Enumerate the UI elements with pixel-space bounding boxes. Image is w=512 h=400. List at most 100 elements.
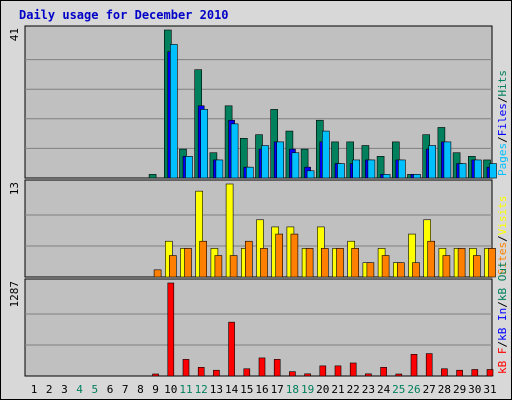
bar-kb-f-day-15 [243, 368, 251, 377]
bar-hits-day-9 [148, 174, 157, 179]
bar-kb-f-day-17 [273, 359, 281, 377]
x-tick-label: 14 [225, 383, 239, 396]
bar-sites-day-22 [351, 248, 360, 278]
bar-kb-f-day-27 [425, 353, 433, 377]
x-tick-label: 6 [107, 383, 114, 396]
x-tick-label: 12 [195, 383, 208, 396]
x-tick-label: 31 [483, 383, 496, 396]
x-tick-label: 15 [240, 383, 253, 396]
bar-pages-day-12 [200, 109, 208, 179]
legend-entry: kB F [496, 348, 509, 375]
chart-panel-middle: 13 Sites/Visits [8, 179, 509, 278]
bar-pages-day-18 [291, 152, 300, 179]
y-axis-max-label: 13 [8, 182, 21, 195]
chart-title: Daily usage for December 2010 [19, 8, 229, 22]
x-tick-label: 29 [453, 383, 466, 396]
bar-kb-f-day-9 [152, 373, 159, 377]
legend-entry: Sites [496, 242, 509, 275]
bar-sites-day-9 [153, 269, 162, 278]
y-axis-max-label: 1287 [8, 281, 21, 308]
bar-pages-day-20 [321, 130, 330, 179]
x-tick-label: 10 [164, 383, 177, 396]
bar-sites-day-16 [260, 248, 268, 278]
bar-kb-f-day-24 [380, 367, 387, 377]
bar-sites-day-27 [427, 240, 436, 278]
x-tick-label: 19 [301, 383, 314, 396]
x-tick-label: 22 [347, 383, 360, 396]
bar-pages-day-30 [473, 159, 482, 179]
x-tick-label: 18 [286, 383, 299, 396]
bar-pages-day-19 [306, 170, 315, 179]
bar-sites-day-30 [472, 255, 481, 278]
legend-entry: Files [496, 103, 509, 136]
x-tick-label: 7 [122, 383, 129, 396]
bar-sites-day-20 [320, 248, 329, 278]
bar-sites-day-10 [169, 255, 177, 278]
bar-kb-f-day-12 [197, 367, 205, 377]
series-sites [153, 233, 496, 278]
x-tick-label: 23 [362, 383, 375, 396]
x-tick-label: 5 [91, 383, 98, 396]
legend-entry: / [496, 136, 509, 143]
bar-sites-day-28 [442, 255, 451, 278]
bar-sites-day-18 [290, 233, 299, 278]
bar-pages-day-22 [352, 159, 361, 179]
bar-pages-day-26 [413, 174, 421, 179]
bar-kb-f-day-21 [334, 365, 342, 377]
bar-sites-day-21 [336, 248, 344, 278]
x-tick-label: 21 [331, 383, 344, 396]
bar-sites-day-29 [457, 248, 466, 278]
x-tick-label: 13 [210, 383, 223, 396]
bar-sites-day-31 [488, 248, 496, 278]
bar-kb-f-day-23 [365, 373, 372, 377]
bar-pages-day-29 [458, 163, 467, 179]
series-legend: Sites/Visits [496, 196, 509, 276]
x-tick-label: 17 [271, 383, 284, 396]
bar-kb-f-day-26 [410, 354, 418, 377]
bar-sites-day-15 [245, 240, 253, 278]
bar-sites-day-26 [412, 262, 420, 278]
panel-background [24, 278, 493, 377]
legend-entry: / [496, 341, 509, 348]
x-tick-label: 11 [179, 383, 192, 396]
bar-kb-f-day-19 [304, 373, 311, 377]
bar-pages-day-10 [170, 44, 178, 179]
bar-pages-day-27 [428, 145, 437, 179]
series-kb-f [152, 282, 494, 377]
bar-kb-f-day-16 [258, 357, 266, 377]
legend-entry: / [496, 97, 509, 104]
x-tick-label: 4 [76, 383, 83, 396]
x-tick-label: 28 [438, 383, 451, 396]
bar-kb-f-day-28 [441, 368, 448, 377]
bar-kb-f-day-10 [167, 282, 175, 377]
bar-pages-day-23 [367, 159, 376, 179]
bar-pages-day-13 [215, 159, 224, 179]
bar-pages-day-28 [443, 141, 452, 179]
bar-kb-f-day-20 [319, 365, 327, 377]
legend-entry: Pages [496, 143, 509, 176]
bar-sites-day-24 [381, 255, 390, 278]
bar-pages-day-24 [382, 174, 391, 179]
x-tick-label: 9 [152, 383, 159, 396]
bar-pages-day-15 [246, 166, 254, 179]
bar-sites-day-19 [305, 248, 314, 278]
x-tick-label: 30 [468, 383, 481, 396]
bar-sites-day-25 [396, 262, 405, 278]
x-tick-label: 2 [46, 383, 53, 396]
bar-kb-f-day-22 [349, 362, 357, 377]
x-tick-label: 16 [255, 383, 268, 396]
legend-entry: Visits [496, 196, 509, 236]
y-axis-max-label: 41 [8, 28, 21, 41]
bar-kb-f-day-25 [395, 373, 403, 377]
bar-sites-day-23 [366, 262, 375, 278]
bar-kb-f-day-18 [289, 371, 296, 377]
x-tick-label: 1 [31, 383, 38, 396]
bar-sites-day-13 [214, 255, 223, 278]
bar-pages-day-16 [261, 145, 269, 179]
x-tick-label: 26 [407, 383, 420, 396]
bar-kb-f-day-29 [456, 369, 463, 377]
x-tick-label: 8 [137, 383, 144, 396]
series-pages [170, 44, 497, 179]
x-tick-label: 24 [377, 383, 391, 396]
